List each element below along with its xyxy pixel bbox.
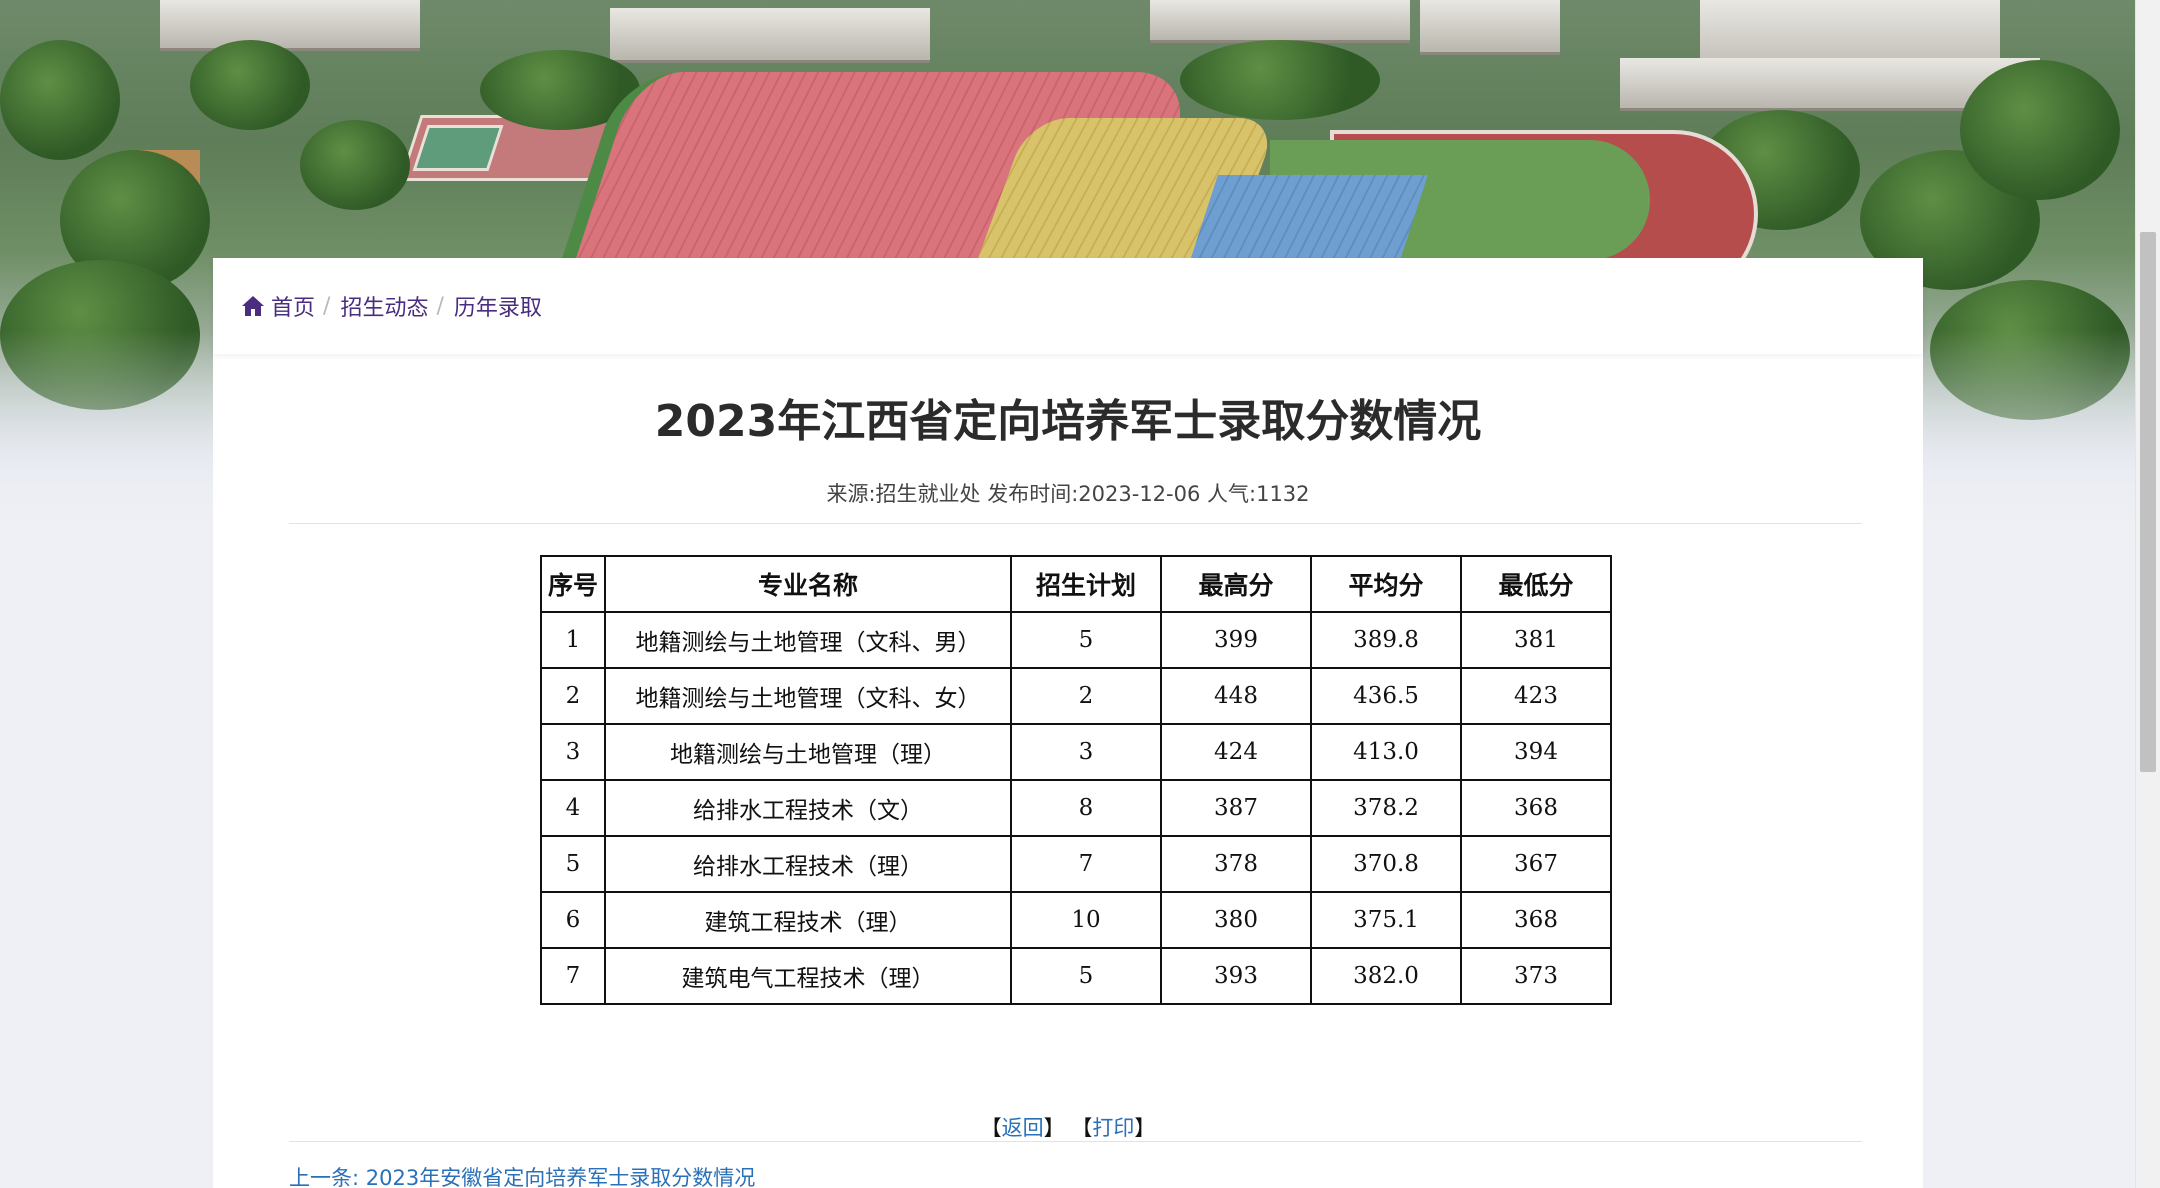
- article-actions: 【返回】 【打印】: [0, 1112, 2136, 1142]
- page-title: 2023年江西省定向培养军士录取分数情况: [654, 396, 1482, 447]
- table-row: 1 地籍测绘与土地管理（文科、男） 5 399 389.8 381: [540, 611, 1612, 669]
- table-cell: 413.0: [1310, 723, 1462, 781]
- table-cell: 382.0: [1310, 947, 1462, 1005]
- table-row: 2 地籍测绘与土地管理（文科、女） 2 448 436.5 423: [540, 667, 1612, 725]
- table-cell: 399: [1160, 611, 1312, 669]
- table-row: 6 建筑工程技术（理） 10 380 375.1 368: [540, 891, 1612, 949]
- table-cell: 给排水工程技术（文）: [604, 779, 1012, 837]
- table-cell: 2: [540, 667, 606, 725]
- table-cell: 378: [1160, 835, 1312, 893]
- table-row: 5 给排水工程技术（理） 7 378 370.8 367: [540, 835, 1612, 893]
- back-link[interactable]: 返回: [1001, 1116, 1044, 1140]
- table-cell: 地籍测绘与土地管理（理）: [604, 723, 1012, 781]
- previous-article-link[interactable]: 上一条: 2023年安徽省定向培养军士录取分数情况: [289, 1166, 756, 1188]
- divider: [289, 1141, 1862, 1142]
- table-cell: 3: [540, 723, 606, 781]
- table-cell: 建筑电气工程技术（理）: [604, 947, 1012, 1005]
- table-cell: 436.5: [1310, 667, 1462, 725]
- breadcrumb-home[interactable]: 首页: [271, 296, 316, 321]
- column-header: 序号: [540, 555, 606, 613]
- vertical-scrollbar[interactable]: [2135, 0, 2160, 1188]
- table-cell: 地籍测绘与土地管理（文科、男）: [604, 611, 1012, 669]
- table-cell: 368: [1460, 891, 1612, 949]
- table-cell: 373: [1460, 947, 1612, 1005]
- breadcrumb: 首页 / 招生动态 / 历年录取: [213, 258, 1923, 354]
- table-cell: 4: [540, 779, 606, 837]
- table-cell: 地籍测绘与土地管理（文科、女）: [604, 667, 1012, 725]
- print-link[interactable]: 打印: [1092, 1116, 1135, 1140]
- table-cell: 3: [1010, 723, 1162, 781]
- breadcrumb-item-past-admissions[interactable]: 历年录取: [453, 296, 542, 321]
- table-cell: 393: [1160, 947, 1312, 1005]
- bracket: 【: [1071, 1116, 1093, 1140]
- column-header: 专业名称: [604, 555, 1012, 613]
- table-cell: 367: [1460, 835, 1612, 893]
- admission-scores-table: 序号 专业名称 招生计划 最高分 平均分 最低分 1 地籍测绘与土地管理（文科、…: [540, 555, 1612, 1005]
- table-cell: 375.1: [1310, 891, 1462, 949]
- column-header: 招生计划: [1010, 555, 1162, 613]
- table-cell: 380: [1160, 891, 1312, 949]
- table-cell: 368: [1460, 779, 1612, 837]
- bracket: 】: [1043, 1116, 1065, 1140]
- scrollbar-thumb[interactable]: [2140, 232, 2156, 772]
- table-cell: 7: [540, 947, 606, 1005]
- home-icon[interactable]: [241, 294, 265, 318]
- table-cell: 7: [1010, 835, 1162, 893]
- table-cell: 5: [1010, 611, 1162, 669]
- table-cell: 387: [1160, 779, 1312, 837]
- column-header: 平均分: [1310, 555, 1462, 613]
- table-row: 7 建筑电气工程技术（理） 5 393 382.0 373: [540, 947, 1612, 1005]
- table-row: 3 地籍测绘与土地管理（理） 3 424 413.0 394: [540, 723, 1612, 781]
- table-cell: 378.2: [1310, 779, 1462, 837]
- article-meta: 来源:招生就业处 发布时间:2023-12-06 人气:1132: [826, 482, 1310, 506]
- bracket: 【: [980, 1116, 1002, 1140]
- divider: [289, 523, 1862, 524]
- table-cell: 8: [1010, 779, 1162, 837]
- breadcrumb-separator: /: [323, 293, 331, 319]
- table-row: 4 给排水工程技术（文） 8 387 378.2 368: [540, 779, 1612, 837]
- table-cell: 5: [540, 835, 606, 893]
- table-cell: 423: [1460, 667, 1612, 725]
- column-header: 最高分: [1160, 555, 1312, 613]
- table-cell: 381: [1460, 611, 1612, 669]
- table-cell: 1: [540, 611, 606, 669]
- table-cell: 给排水工程技术（理）: [604, 835, 1012, 893]
- table-cell: 424: [1160, 723, 1312, 781]
- table-cell: 6: [540, 891, 606, 949]
- table-cell: 10: [1010, 891, 1162, 949]
- table-cell: 370.8: [1310, 835, 1462, 893]
- table-cell: 2: [1010, 667, 1162, 725]
- table-cell: 建筑工程技术（理）: [604, 891, 1012, 949]
- table-cell: 448: [1160, 667, 1312, 725]
- column-header: 最低分: [1460, 555, 1612, 613]
- breadcrumb-separator: /: [436, 293, 444, 319]
- table-cell: 389.8: [1310, 611, 1462, 669]
- bracket: 】: [1134, 1116, 1156, 1140]
- table-cell: 5: [1010, 947, 1162, 1005]
- table-header-row: 序号 专业名称 招生计划 最高分 平均分 最低分: [540, 555, 1612, 613]
- breadcrumb-item-admissions-news[interactable]: 招生动态: [340, 296, 429, 321]
- table-cell: 394: [1460, 723, 1612, 781]
